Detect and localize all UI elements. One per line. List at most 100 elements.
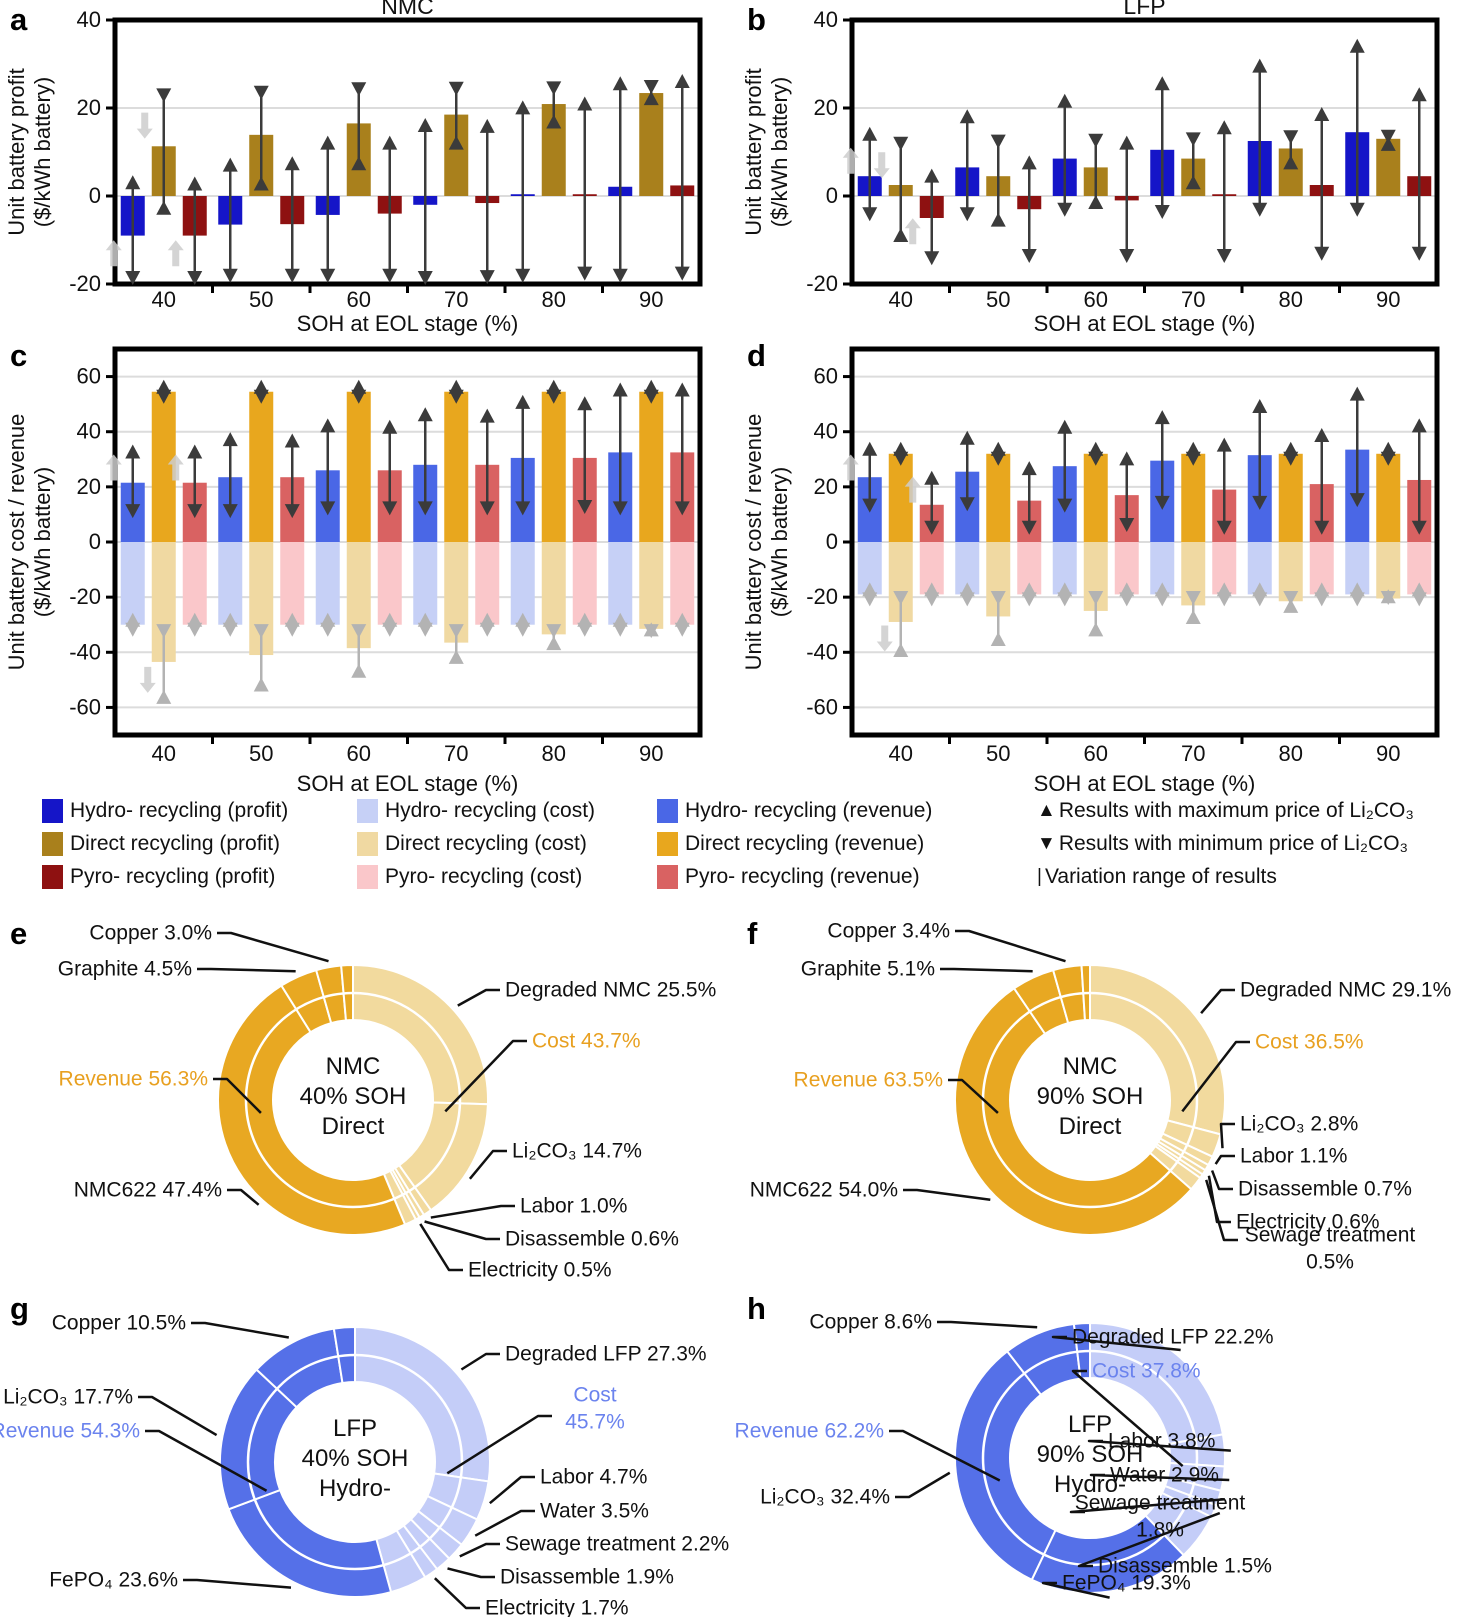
max-price-marker-icon xyxy=(1349,38,1365,53)
max-price-marker-icon xyxy=(643,622,659,637)
max-price-marker-icon xyxy=(1380,136,1396,151)
max-price-marker-icon xyxy=(448,649,464,664)
min-price-marker-icon xyxy=(417,501,433,516)
max-price-marker-icon xyxy=(448,135,464,150)
x-tick-label: 70 xyxy=(444,741,468,766)
max-price-marker-icon xyxy=(284,433,300,448)
donut-ring-separator xyxy=(244,991,462,1209)
donut-callout-label: Water 2.9% xyxy=(1110,1463,1219,1487)
donut-center-label: NMC xyxy=(1063,1053,1118,1080)
min-price-marker-icon xyxy=(1252,592,1268,607)
max-price-marker-icon xyxy=(1119,135,1135,150)
bar-d-s1-c1 xyxy=(986,453,1011,542)
bar-chart-nmc-cost-revenue: -60 -40 -20 0 20 40 60 40 50 60 70 80 90 SOH at EOL s… xyxy=(4,346,703,796)
max-price-marker-icon xyxy=(959,430,975,445)
donut-callout-label: Revenue 63.5% xyxy=(793,1068,943,1092)
min-price-marker-icon xyxy=(1185,591,1201,606)
legend-item: Direct recycling (profit) xyxy=(42,830,280,858)
trend-up-arrow-icon xyxy=(842,454,859,481)
bar-chart-lfp-cost-revenue: -60 -40 -20 0 20 40 60 40 50 60 70 80 90 SOH at EOL s… xyxy=(741,346,1440,796)
legend-swatch-icon xyxy=(657,832,678,856)
donut-callout-label: NMC622 47.4% xyxy=(73,1178,222,1202)
max-price-marker-icon xyxy=(417,118,433,132)
bar-c-s3-c1 xyxy=(218,542,243,625)
min-price-marker-icon xyxy=(1154,592,1170,607)
max-price-marker-icon xyxy=(479,118,495,133)
x-tick-label: 90 xyxy=(1376,287,1400,312)
plot-frame xyxy=(112,17,703,287)
max-price-marker-icon xyxy=(253,677,269,692)
trend-up-arrow-icon xyxy=(105,454,122,481)
donut-callout-line: Sewage treatment xyxy=(1244,1223,1416,1247)
min-price-marker-icon xyxy=(320,622,336,637)
panel-letter-d: d xyxy=(747,338,766,373)
y-axis-title: ($/kWh battery) xyxy=(767,467,792,617)
callout-leader-line xyxy=(903,1188,991,1201)
donut-nmc-90-direct: NMC 90% SOH Direct xyxy=(903,929,1250,1242)
min-price-marker-icon xyxy=(1021,592,1037,607)
min-price-marker-icon xyxy=(125,504,141,519)
y-tick-label: 20 xyxy=(814,474,838,499)
x-tick-label: 60 xyxy=(347,287,371,312)
callout-leader-line xyxy=(1219,1122,1235,1149)
callout-leader-line xyxy=(1041,1581,1110,1599)
donut-center-label: 90% SOH xyxy=(1037,1083,1144,1110)
callout-leader-line xyxy=(447,1567,495,1579)
legend-item-label: Hydro- recycling (profit) xyxy=(70,799,289,822)
trend-up-arrow-icon xyxy=(904,218,921,245)
donut-segment xyxy=(954,986,1193,1236)
max-price-marker-icon xyxy=(862,126,878,141)
callout-leader-line xyxy=(419,1223,463,1272)
min-price-marker-icon xyxy=(862,498,878,513)
min-price-marker-icon xyxy=(382,501,398,516)
callout-leader-line xyxy=(489,1475,535,1505)
y-axis-title: Unit battery cost / revenue xyxy=(741,414,766,671)
donut-callout-label: Copper 8.6% xyxy=(809,1310,932,1334)
y-tick-label: 60 xyxy=(77,364,101,389)
min-price-marker-icon xyxy=(187,622,203,637)
y-tick-label: 40 xyxy=(814,7,838,32)
x-tick-label: 60 xyxy=(347,741,371,766)
y-axis-title: Unit battery profit xyxy=(741,68,766,236)
callout-leader-line xyxy=(1071,1369,1184,1468)
min-price-marker-icon xyxy=(382,268,398,283)
max-price-marker-icon xyxy=(253,176,269,191)
legend-item-label: Hydro- recycling (cost) xyxy=(385,799,596,822)
legend-swatch-icon xyxy=(42,832,63,856)
max-price-marker-icon xyxy=(612,76,628,91)
donut-callout-line: 1.8% xyxy=(1136,1519,1184,1542)
min-price-marker-icon xyxy=(546,389,562,404)
min-price-marker-icon xyxy=(1154,205,1170,219)
min-price-marker-icon xyxy=(924,251,940,266)
donut-callout-label: Sewage treatment 1.8% xyxy=(1075,1490,1245,1545)
max-price-marker-icon xyxy=(382,419,398,434)
min-price-marker-icon xyxy=(893,451,909,466)
donut-ring-separator xyxy=(246,1353,464,1571)
x-tick-label: 40 xyxy=(152,741,176,766)
x-tick-label: 50 xyxy=(986,741,1010,766)
min-price-marker-icon xyxy=(990,591,1006,606)
max-price-marker-icon xyxy=(515,394,531,409)
max-price-marker-icon xyxy=(351,156,367,171)
donut-callout-label: Li₂CO₃ 17.7% xyxy=(3,1385,133,1409)
x-tick-label: 80 xyxy=(542,741,566,766)
min-price-marker-icon xyxy=(417,271,433,285)
callout-leader-line xyxy=(889,1429,1001,1482)
callout-leader-line xyxy=(1210,1170,1233,1191)
max-price-marker-icon xyxy=(1411,87,1427,102)
callout-leader-line xyxy=(468,1149,507,1180)
panel-letter-c: c xyxy=(10,338,28,373)
donut-callout-label: Labor 1.1% xyxy=(1240,1144,1348,1168)
donut-callout-label: Degraded LFP 22.2% xyxy=(1072,1325,1274,1349)
donut-callout-label: NMC622 54.0% xyxy=(749,1178,898,1202)
donut-callout-line: Cost xyxy=(573,1383,617,1407)
x-tick-label: 80 xyxy=(542,287,566,312)
legend-swatch-icon xyxy=(357,832,378,856)
max-price-marker-icon xyxy=(1154,410,1170,425)
min-price-marker-icon xyxy=(674,622,690,637)
max-price-marker-icon xyxy=(1021,461,1037,476)
callout-leader-line xyxy=(446,1414,552,1475)
min-price-marker-icon xyxy=(253,624,269,639)
donut-callout-label: Graphite 5.1% xyxy=(800,957,935,981)
x-tick-label: 70 xyxy=(1181,741,1205,766)
